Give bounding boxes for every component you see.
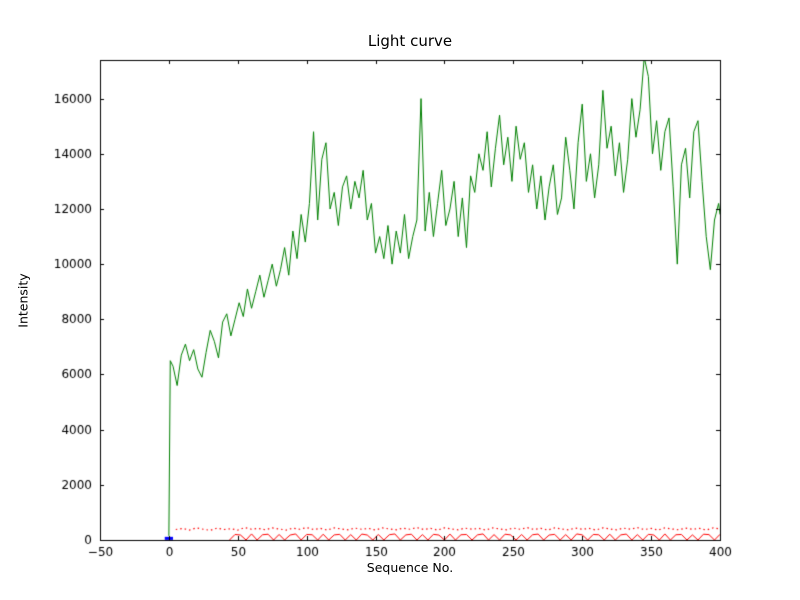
x-axis-label: Sequence No. bbox=[366, 560, 454, 575]
chart-title: Light curve bbox=[367, 32, 453, 50]
y-axis-label: Intensity bbox=[15, 273, 31, 328]
